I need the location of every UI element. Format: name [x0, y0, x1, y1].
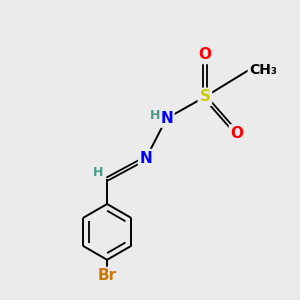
Text: N: N: [140, 151, 152, 166]
Text: O: O: [198, 47, 212, 62]
Text: H: H: [93, 166, 103, 179]
Text: Br: Br: [98, 268, 117, 284]
Text: O: O: [230, 126, 244, 141]
Text: CH₃: CH₃: [249, 63, 277, 77]
Text: N: N: [160, 111, 173, 126]
Text: H: H: [150, 109, 160, 122]
Text: S: S: [200, 89, 210, 104]
